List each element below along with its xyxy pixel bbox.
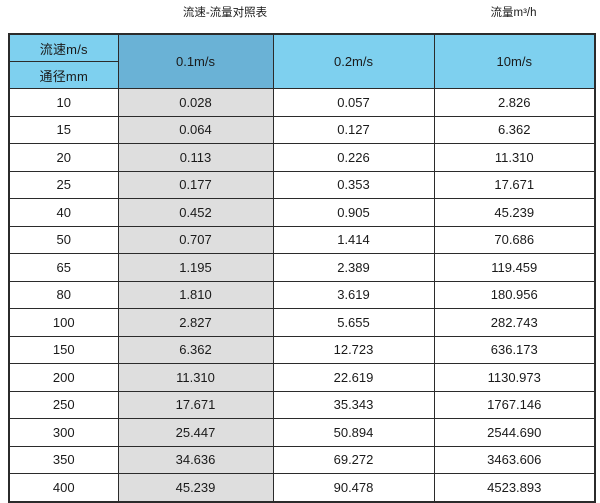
page-title: 流速-流量对照表 bbox=[182, 7, 268, 19]
cell-flow-at-0-1-ms: 0.064 bbox=[117, 115, 274, 144]
cell-flow-at-0-1-ms: 0.452 bbox=[117, 198, 274, 227]
table-row: 100 2.827 5.655 282.743 bbox=[8, 308, 596, 337]
cell-flow-at-10-ms: 11.310 bbox=[433, 143, 596, 172]
table-row: 50 0.707 1.414 70.686 bbox=[8, 225, 596, 254]
cell-nominal-diameter: 100 bbox=[8, 308, 119, 337]
table-header-row-top: 流速m/s 0.1m/s 0.2m/s 10m/s bbox=[8, 33, 596, 89]
cell-flow-at-10-ms: 636.173 bbox=[433, 335, 596, 364]
cell-nominal-diameter: 250 bbox=[8, 390, 119, 419]
table-header-row-bottom: 通径mm bbox=[8, 61, 595, 89]
column-header-0-1-ms: 0.1m/s bbox=[117, 33, 274, 89]
table-row: 250 17.671 35.343 1767.146 bbox=[8, 390, 596, 419]
cell-flow-at-10-ms: 180.956 bbox=[433, 280, 596, 309]
cell-nominal-diameter: 40 bbox=[8, 198, 119, 227]
flow-rate-table-container: 流速m/s 0.1m/s 0.2m/s 10m/s 通径mm 10 0.028 0.… bbox=[8, 33, 596, 503]
cell-flow-at-0-1-ms: 0.113 bbox=[117, 143, 274, 172]
cell-flow-at-0-1-ms: 25.447 bbox=[117, 418, 274, 447]
cell-flow-at-0-2-ms: 0.905 bbox=[272, 198, 435, 227]
table-row: 150 6.362 12.723 636.173 bbox=[8, 335, 596, 364]
cell-flow-at-0-1-ms: 0.028 bbox=[117, 88, 274, 117]
cell-flow-at-10-ms: 4523.893 bbox=[433, 473, 596, 502]
cell-flow-at-0-1-ms: 0.177 bbox=[117, 170, 274, 199]
cell-flow-at-0-2-ms: 35.343 bbox=[272, 390, 435, 419]
cell-nominal-diameter: 150 bbox=[8, 335, 119, 364]
table-row: 300 25.447 50.894 2544.690 bbox=[8, 418, 596, 447]
cell-flow-at-0-2-ms: 0.353 bbox=[272, 170, 435, 199]
cell-flow-at-10-ms: 2.826 bbox=[433, 88, 596, 117]
table-row: 20 0.113 0.226 11.310 bbox=[8, 143, 596, 172]
table-row: 25 0.177 0.353 17.671 bbox=[8, 170, 596, 199]
cell-flow-at-0-1-ms: 0.707 bbox=[117, 225, 274, 254]
cell-flow-at-0-2-ms: 0.226 bbox=[272, 143, 435, 172]
cell-flow-at-10-ms: 1130.973 bbox=[433, 363, 596, 392]
cell-flow-at-0-1-ms: 11.310 bbox=[117, 363, 274, 392]
header-diameter-label: 通径mm bbox=[8, 61, 119, 89]
cell-flow-at-0-2-ms: 69.272 bbox=[272, 445, 435, 474]
header-velocity-label: 流速m/s bbox=[8, 33, 119, 62]
cell-flow-at-0-2-ms: 12.723 bbox=[272, 335, 435, 364]
cell-flow-at-10-ms: 1767.146 bbox=[433, 390, 596, 419]
cell-flow-at-10-ms: 3463.606 bbox=[433, 445, 596, 474]
cell-flow-at-0-1-ms: 17.671 bbox=[117, 390, 274, 419]
cell-nominal-diameter: 300 bbox=[8, 418, 119, 447]
cell-flow-at-10-ms: 17.671 bbox=[433, 170, 596, 199]
table-row: 400 45.239 90.478 4523.893 bbox=[8, 473, 596, 502]
cell-nominal-diameter: 50 bbox=[8, 225, 119, 254]
cell-nominal-diameter: 65 bbox=[8, 253, 119, 282]
cell-nominal-diameter: 20 bbox=[8, 143, 119, 172]
table-row: 15 0.064 0.127 6.362 bbox=[8, 115, 596, 144]
cell-flow-at-0-2-ms: 3.619 bbox=[272, 280, 435, 309]
column-header-10-ms: 10m/s bbox=[433, 33, 596, 89]
cell-flow-at-10-ms: 282.743 bbox=[433, 308, 596, 337]
cell-flow-at-10-ms: 119.459 bbox=[433, 253, 596, 282]
cell-flow-at-10-ms: 2544.690 bbox=[433, 418, 596, 447]
cell-flow-at-0-1-ms: 2.827 bbox=[117, 308, 274, 337]
table-row: 10 0.028 0.057 2.826 bbox=[8, 88, 596, 117]
cell-flow-at-0-1-ms: 6.362 bbox=[117, 335, 274, 364]
cell-nominal-diameter: 80 bbox=[8, 280, 119, 309]
cell-nominal-diameter: 350 bbox=[8, 445, 119, 474]
table-row: 80 1.810 3.619 180.956 bbox=[8, 280, 596, 309]
cell-nominal-diameter: 200 bbox=[8, 363, 119, 392]
cell-flow-at-0-2-ms: 0.127 bbox=[272, 115, 435, 144]
cell-flow-at-0-1-ms: 45.239 bbox=[117, 473, 274, 502]
cell-flow-at-0-2-ms: 5.655 bbox=[272, 308, 435, 337]
table-row: 350 34.636 69.272 3463.606 bbox=[8, 445, 596, 474]
cell-flow-at-0-2-ms: 50.894 bbox=[272, 418, 435, 447]
cell-flow-at-0-2-ms: 90.478 bbox=[272, 473, 435, 502]
cell-flow-at-10-ms: 6.362 bbox=[433, 115, 596, 144]
cell-flow-at-0-1-ms: 34.636 bbox=[117, 445, 274, 474]
table-row: 40 0.452 0.905 45.239 bbox=[8, 198, 596, 227]
cell-flow-at-10-ms: 45.239 bbox=[433, 198, 596, 227]
flow-unit-label: 流量m³/h bbox=[490, 7, 537, 19]
caption-strip: 流速-流量对照表 流量m³/h bbox=[0, 0, 600, 33]
cell-flow-at-0-1-ms: 1.810 bbox=[117, 280, 274, 309]
cell-nominal-diameter: 25 bbox=[8, 170, 119, 199]
cell-flow-at-0-2-ms: 1.414 bbox=[272, 225, 435, 254]
flow-rate-table: 流速m/s 0.1m/s 0.2m/s 10m/s 通径mm 10 0.028 0.… bbox=[8, 33, 596, 503]
table-row: 65 1.195 2.389 119.459 bbox=[8, 253, 596, 282]
cell-nominal-diameter: 10 bbox=[8, 88, 119, 117]
cell-flow-at-0-2-ms: 2.389 bbox=[272, 253, 435, 282]
table-row: 200 11.310 22.619 1130.973 bbox=[8, 363, 596, 392]
cell-nominal-diameter: 15 bbox=[8, 115, 119, 144]
cell-flow-at-0-1-ms: 1.195 bbox=[117, 253, 274, 282]
cell-nominal-diameter: 400 bbox=[8, 473, 119, 502]
cell-flow-at-10-ms: 70.686 bbox=[433, 225, 596, 254]
cell-flow-at-0-2-ms: 0.057 bbox=[272, 88, 435, 117]
cell-flow-at-0-2-ms: 22.619 bbox=[272, 363, 435, 392]
column-header-0-2-ms: 0.2m/s bbox=[272, 33, 435, 89]
